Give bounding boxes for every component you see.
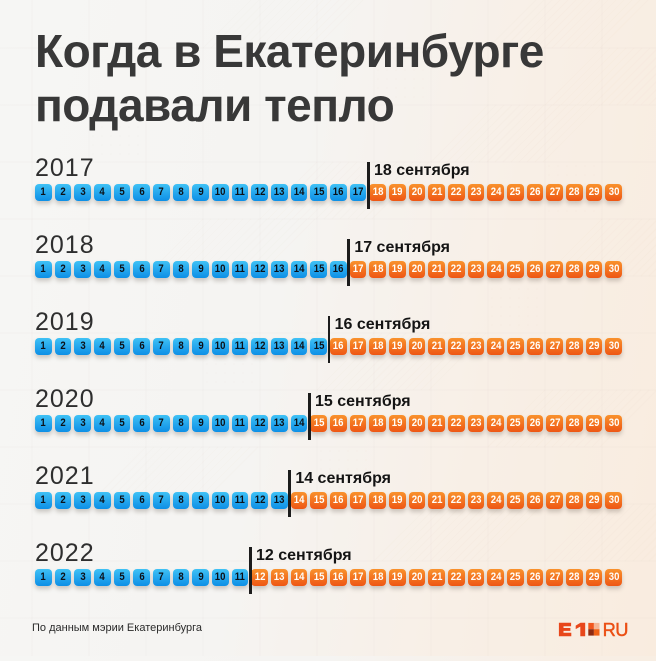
svg-text:RU: RU	[603, 619, 628, 640]
